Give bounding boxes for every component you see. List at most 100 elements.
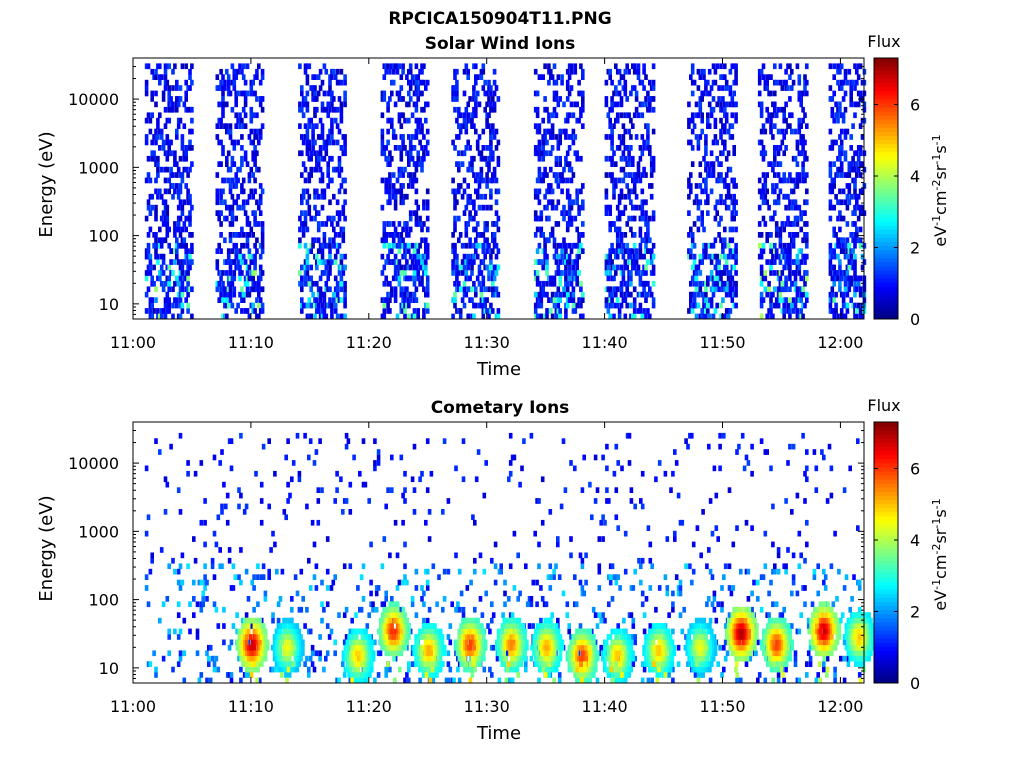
flux-cell: [858, 286, 863, 293]
flux-cell: [455, 68, 459, 75]
flux-cell: [184, 155, 188, 162]
flux-cell: [610, 161, 614, 167]
flux-cell: [307, 210, 312, 216]
flux-cell: [700, 128, 704, 135]
flux-cell: [634, 259, 639, 265]
flux-cell: [489, 188, 493, 195]
flux-cell: [256, 601, 260, 608]
flux-cell: [150, 275, 154, 282]
flux-cell: [552, 172, 557, 178]
flux-cell: [154, 128, 158, 135]
flux-cell: [578, 623, 583, 629]
flux-cell: [229, 438, 234, 444]
flux-cell: [778, 145, 783, 151]
flux-cell: [780, 253, 785, 260]
flux-cell: [537, 188, 542, 195]
flux-cell: [558, 139, 562, 146]
flux-cell: [167, 117, 171, 124]
flux-cell: [856, 155, 861, 162]
flux-cell: [564, 128, 568, 135]
flux-cell: [258, 79, 263, 86]
flux-cell: [487, 155, 491, 162]
flux-cell: [219, 139, 223, 146]
flux-cell: [778, 237, 783, 244]
flux-cell: [472, 85, 476, 91]
flux-cell: [634, 204, 639, 211]
flux-cell: [328, 199, 332, 206]
flux-cell: [765, 291, 769, 298]
flux-cell: [310, 650, 315, 657]
flux-cell: [795, 63, 800, 70]
flux-cell: [839, 85, 844, 91]
flux-cell: [344, 498, 349, 504]
flux-cell: [416, 74, 420, 80]
flux-cell: [610, 101, 614, 108]
flux-cell: [437, 574, 441, 580]
flux-cell: [479, 172, 484, 178]
flux-cell: [713, 68, 718, 75]
flux-cell: [698, 172, 703, 178]
flux-cell: [565, 193, 570, 200]
flux-cell: [328, 259, 332, 265]
flux-cell: [462, 117, 467, 124]
flux-cell: [843, 150, 848, 157]
flux-cell: [619, 270, 624, 276]
flux-cell: [769, 302, 773, 309]
flux-cell: [256, 574, 260, 580]
flux-cell: [638, 242, 643, 249]
flux-cell: [380, 128, 385, 135]
flux-cell: [648, 150, 652, 157]
flux-cell: [460, 123, 465, 129]
flux-cell: [606, 297, 611, 303]
flux-cell: [801, 145, 805, 151]
flux-cell: [708, 677, 713, 684]
flux-cell: [855, 313, 859, 320]
flux-cell: [173, 63, 177, 70]
flux-cell: [322, 242, 327, 249]
flux-cell: [227, 672, 232, 678]
flux-cell: [606, 259, 611, 265]
flux-cell: [773, 101, 777, 108]
flux-cell: [574, 601, 579, 608]
flux-cell: [453, 188, 457, 195]
flux-cell: [487, 242, 491, 249]
flux-cell: [623, 128, 628, 135]
flux-cell: [547, 128, 551, 135]
flux-cell: [240, 155, 244, 162]
flux-cell: [608, 74, 612, 80]
flux-cell: [601, 612, 605, 618]
flux-cell: [234, 253, 238, 260]
flux-cell: [395, 232, 400, 238]
flux-cell: [640, 134, 645, 140]
flux-cell: [784, 193, 788, 200]
flux-cell: [573, 465, 577, 472]
flux-cell: [849, 232, 853, 238]
flux-cell: [479, 177, 484, 184]
flux-cell: [346, 438, 351, 444]
flux-cell: [412, 210, 417, 216]
flux-cell: [180, 302, 185, 309]
flux-cell: [219, 270, 223, 276]
flux-cell: [580, 563, 585, 570]
flux-cell: [535, 601, 539, 608]
flux-cell: [343, 139, 347, 146]
flux-cell: [485, 172, 489, 178]
flux-cell: [707, 172, 712, 178]
flux-cell: [723, 226, 727, 233]
flux-cell: [704, 291, 708, 298]
flux-cell: [221, 286, 225, 293]
flux-cell: [488, 628, 492, 635]
flux-cell: [154, 188, 158, 195]
flux-cell: [503, 590, 507, 597]
flux-cell: [238, 166, 242, 173]
flux-cell: [579, 90, 583, 97]
flux-cell: [855, 275, 859, 282]
flux-cell: [241, 74, 246, 80]
flux-cell: [178, 297, 183, 303]
flux-cell: [301, 596, 305, 602]
flux-cell: [298, 150, 302, 157]
flux-cell: [219, 221, 223, 227]
flux-cell: [165, 297, 170, 303]
flux-cell: [724, 259, 729, 265]
flux-cell: [451, 85, 455, 91]
